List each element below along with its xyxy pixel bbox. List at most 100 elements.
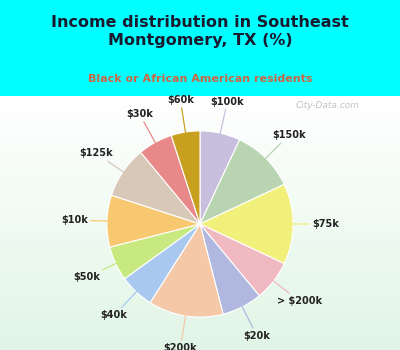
Bar <box>0 147 400 150</box>
Bar <box>0 103 400 106</box>
Text: City-Data.com: City-Data.com <box>296 100 360 110</box>
Bar <box>0 207 400 210</box>
Bar <box>0 293 400 296</box>
Bar <box>0 138 400 141</box>
Text: $200k: $200k <box>164 296 197 350</box>
Bar <box>0 106 400 109</box>
Bar <box>0 264 400 267</box>
Bar <box>0 242 400 245</box>
Wedge shape <box>200 140 284 224</box>
Text: $150k: $150k <box>252 130 306 172</box>
Bar <box>0 267 400 271</box>
Bar <box>0 115 400 118</box>
Bar <box>0 252 400 255</box>
Wedge shape <box>150 224 223 317</box>
Text: $100k: $100k <box>210 97 244 152</box>
Bar <box>0 109 400 112</box>
Text: $10k: $10k <box>61 215 126 225</box>
Text: $40k: $40k <box>101 278 150 321</box>
Bar <box>0 344 400 347</box>
Bar <box>0 331 400 334</box>
Wedge shape <box>107 195 200 247</box>
Bar <box>0 325 400 328</box>
Bar <box>0 179 400 182</box>
Wedge shape <box>125 224 200 303</box>
Bar <box>0 188 400 191</box>
Bar <box>0 277 400 280</box>
Bar <box>0 230 400 233</box>
Bar <box>0 284 400 287</box>
Bar <box>0 169 400 173</box>
Text: $60k: $60k <box>167 95 194 152</box>
Bar <box>0 341 400 344</box>
Bar <box>0 204 400 207</box>
Bar <box>0 201 400 204</box>
Bar <box>0 144 400 147</box>
Bar <box>0 309 400 312</box>
Bar <box>0 166 400 169</box>
Bar <box>0 128 400 131</box>
Bar <box>0 134 400 138</box>
Bar <box>0 141 400 144</box>
Bar <box>0 150 400 153</box>
Bar <box>0 223 400 226</box>
Wedge shape <box>141 135 200 224</box>
Bar <box>0 191 400 195</box>
Bar <box>0 185 400 188</box>
Bar <box>0 290 400 293</box>
Bar <box>0 280 400 284</box>
Text: $20k: $20k <box>233 289 270 341</box>
Wedge shape <box>200 224 259 314</box>
Bar <box>0 125 400 128</box>
Bar <box>0 337 400 341</box>
Bar <box>0 312 400 315</box>
Bar <box>0 239 400 242</box>
Bar <box>0 112 400 115</box>
Bar <box>0 334 400 337</box>
Bar <box>0 296 400 299</box>
Text: > $200k: > $200k <box>258 269 322 306</box>
Bar <box>0 271 400 274</box>
Bar <box>0 318 400 321</box>
Bar <box>0 274 400 277</box>
Bar <box>0 210 400 214</box>
Bar <box>0 302 400 306</box>
Text: Income distribution in Southeast
Montgomery, TX (%): Income distribution in Southeast Montgom… <box>51 15 349 48</box>
Text: Black or African American residents: Black or African American residents <box>88 74 312 84</box>
Bar <box>0 245 400 248</box>
Bar <box>0 96 400 99</box>
Bar <box>0 299 400 302</box>
Bar <box>0 118 400 122</box>
Bar <box>0 163 400 166</box>
Bar <box>0 287 400 290</box>
Text: $75k: $75k <box>274 219 339 229</box>
Bar <box>0 258 400 261</box>
Bar <box>0 217 400 220</box>
Bar <box>0 347 400 350</box>
Bar <box>0 255 400 258</box>
Bar <box>0 226 400 230</box>
Bar <box>0 153 400 156</box>
Bar <box>0 306 400 309</box>
Wedge shape <box>171 131 200 224</box>
Wedge shape <box>200 184 293 264</box>
Bar <box>0 321 400 325</box>
Wedge shape <box>110 224 200 279</box>
Bar <box>0 214 400 217</box>
Bar <box>0 195 400 198</box>
Wedge shape <box>200 224 284 296</box>
Bar <box>0 156 400 160</box>
Text: $50k: $50k <box>73 255 134 282</box>
Bar <box>0 160 400 163</box>
Bar <box>0 220 400 223</box>
Bar <box>0 99 400 103</box>
Bar <box>0 173 400 176</box>
Wedge shape <box>112 152 200 224</box>
Bar <box>0 261 400 264</box>
Bar <box>0 176 400 179</box>
Bar <box>0 122 400 125</box>
Bar <box>0 131 400 134</box>
Bar <box>0 233 400 236</box>
Bar <box>0 328 400 331</box>
Bar <box>0 182 400 185</box>
